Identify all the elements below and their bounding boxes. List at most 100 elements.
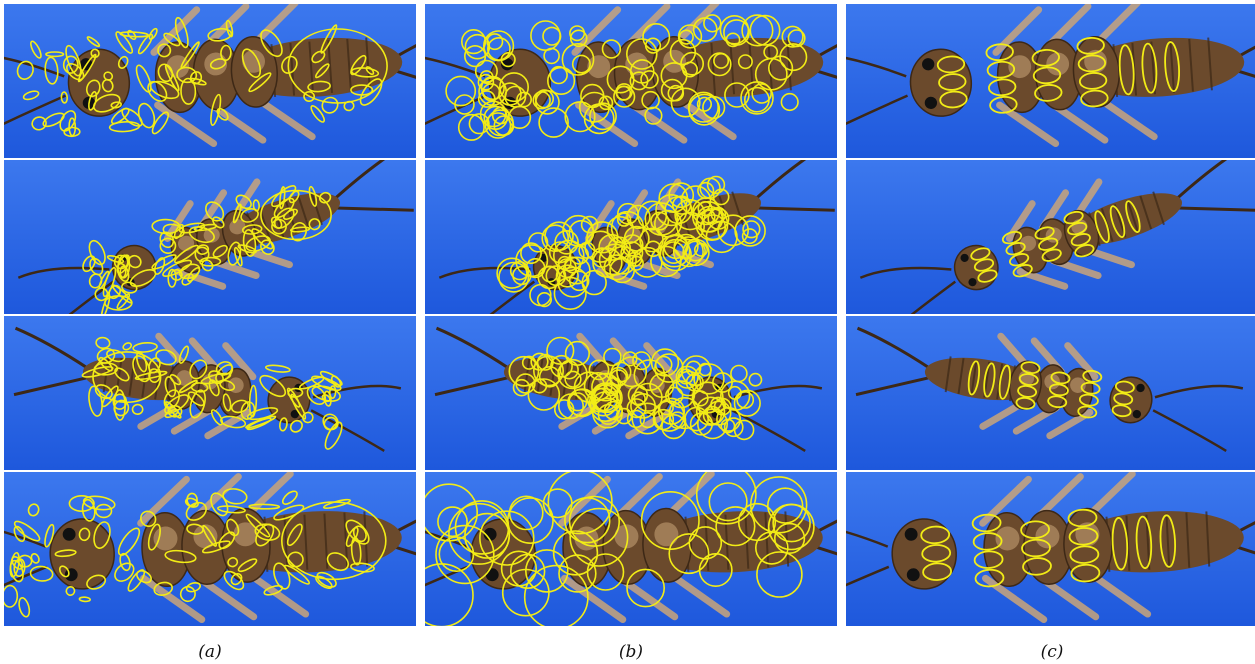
detection-ellipse (95, 336, 111, 350)
detection-ellipse (78, 527, 91, 542)
cercus (753, 160, 824, 201)
detection-ellipse (316, 571, 337, 588)
detection-ellipse (110, 107, 130, 125)
insect (846, 4, 1255, 149)
detection-ellipse (287, 387, 304, 398)
detections (425, 472, 815, 626)
detection-ellipse (1031, 48, 1060, 67)
detection-ellipse (65, 44, 82, 77)
detection-ellipse (155, 349, 177, 366)
detection-ellipse (1067, 508, 1098, 528)
detection-ellipse (248, 503, 281, 510)
detection-circle (525, 549, 569, 593)
detection-ellipse (271, 218, 287, 235)
detection-circle (556, 258, 577, 279)
segment (704, 515, 710, 571)
detection-circle (626, 38, 658, 70)
detection-ellipse (1082, 369, 1103, 383)
detection-circle (688, 526, 723, 560)
detection-ellipse (1067, 221, 1088, 236)
plate-highlight (229, 219, 246, 235)
detection-ellipse (1005, 242, 1026, 256)
detection-ellipse (163, 389, 180, 410)
detection-circle (677, 24, 703, 49)
detection-ellipse (1070, 563, 1101, 583)
detection-ellipse (330, 375, 342, 388)
detection-ellipse (129, 269, 157, 287)
detection-circle (546, 336, 575, 365)
detection-circle (733, 419, 755, 441)
detection-circle (479, 100, 507, 128)
detection-circle (628, 255, 644, 271)
detection-circle (677, 368, 694, 385)
detection-ellipse (208, 379, 220, 397)
detection-ellipse (1068, 527, 1099, 546)
detection-circle (477, 73, 495, 91)
cercus (336, 206, 414, 212)
detection-circle (530, 352, 549, 371)
segment (1152, 191, 1165, 226)
detection-circle (568, 495, 620, 547)
detection-ellipse (59, 110, 77, 132)
detection-circle (571, 54, 591, 74)
detection-ellipse (212, 244, 228, 258)
image-panel (846, 472, 1255, 626)
cercus (1236, 69, 1255, 105)
detection-circle (637, 200, 668, 231)
detection-circle (616, 212, 632, 227)
detection-ellipse (1050, 371, 1071, 385)
detection-ellipse (117, 527, 141, 556)
detection-ellipse (187, 391, 205, 407)
detection-circle (712, 372, 733, 393)
detection-ellipse (210, 492, 229, 517)
detection-circle (438, 536, 475, 573)
detection-circle (754, 531, 789, 565)
detection-ellipse (922, 562, 952, 581)
detection-ellipse (207, 27, 233, 42)
eye (539, 253, 548, 262)
detection-circle (538, 107, 569, 138)
detection-circle (713, 397, 732, 416)
detection-ellipse (159, 237, 177, 255)
detection-ellipse (1164, 41, 1180, 93)
detection-circle (561, 43, 595, 76)
detection-ellipse (311, 50, 326, 64)
detection-circle (736, 391, 755, 409)
leg (1085, 569, 1152, 618)
detection-ellipse (212, 216, 225, 229)
detection-circle (741, 14, 774, 47)
antenna (846, 94, 909, 149)
detection-ellipse (352, 525, 367, 543)
detection-ellipse (92, 93, 121, 113)
cercus (435, 326, 511, 370)
detection-circle (774, 522, 806, 555)
detection-ellipse (1159, 514, 1177, 568)
detection-circle (501, 568, 550, 617)
detection-circle (743, 86, 770, 113)
detection-ellipse (289, 419, 303, 433)
detection-ellipse (62, 55, 79, 74)
segment (784, 511, 790, 567)
detection-ellipse (200, 372, 232, 385)
detection-circle (593, 383, 623, 413)
cercus (1178, 206, 1255, 212)
detection-ellipse (102, 266, 117, 298)
detections (81, 336, 343, 450)
detection-ellipse (114, 562, 135, 582)
detection-ellipse (318, 191, 332, 204)
detections (967, 360, 1135, 419)
detection-ellipse (117, 55, 129, 69)
detection-ellipse (970, 247, 991, 261)
cercus (855, 376, 930, 397)
antenna (886, 280, 957, 314)
detection-ellipse (157, 43, 172, 58)
cercus (393, 4, 416, 59)
detection-circle (536, 292, 552, 308)
plate-highlight (1035, 524, 1060, 549)
detection-ellipse (314, 63, 330, 79)
detection-ellipse (260, 189, 332, 241)
antenna (310, 409, 385, 452)
segment (1139, 195, 1153, 230)
detection-circle (640, 490, 700, 551)
detection-ellipse (246, 407, 279, 421)
